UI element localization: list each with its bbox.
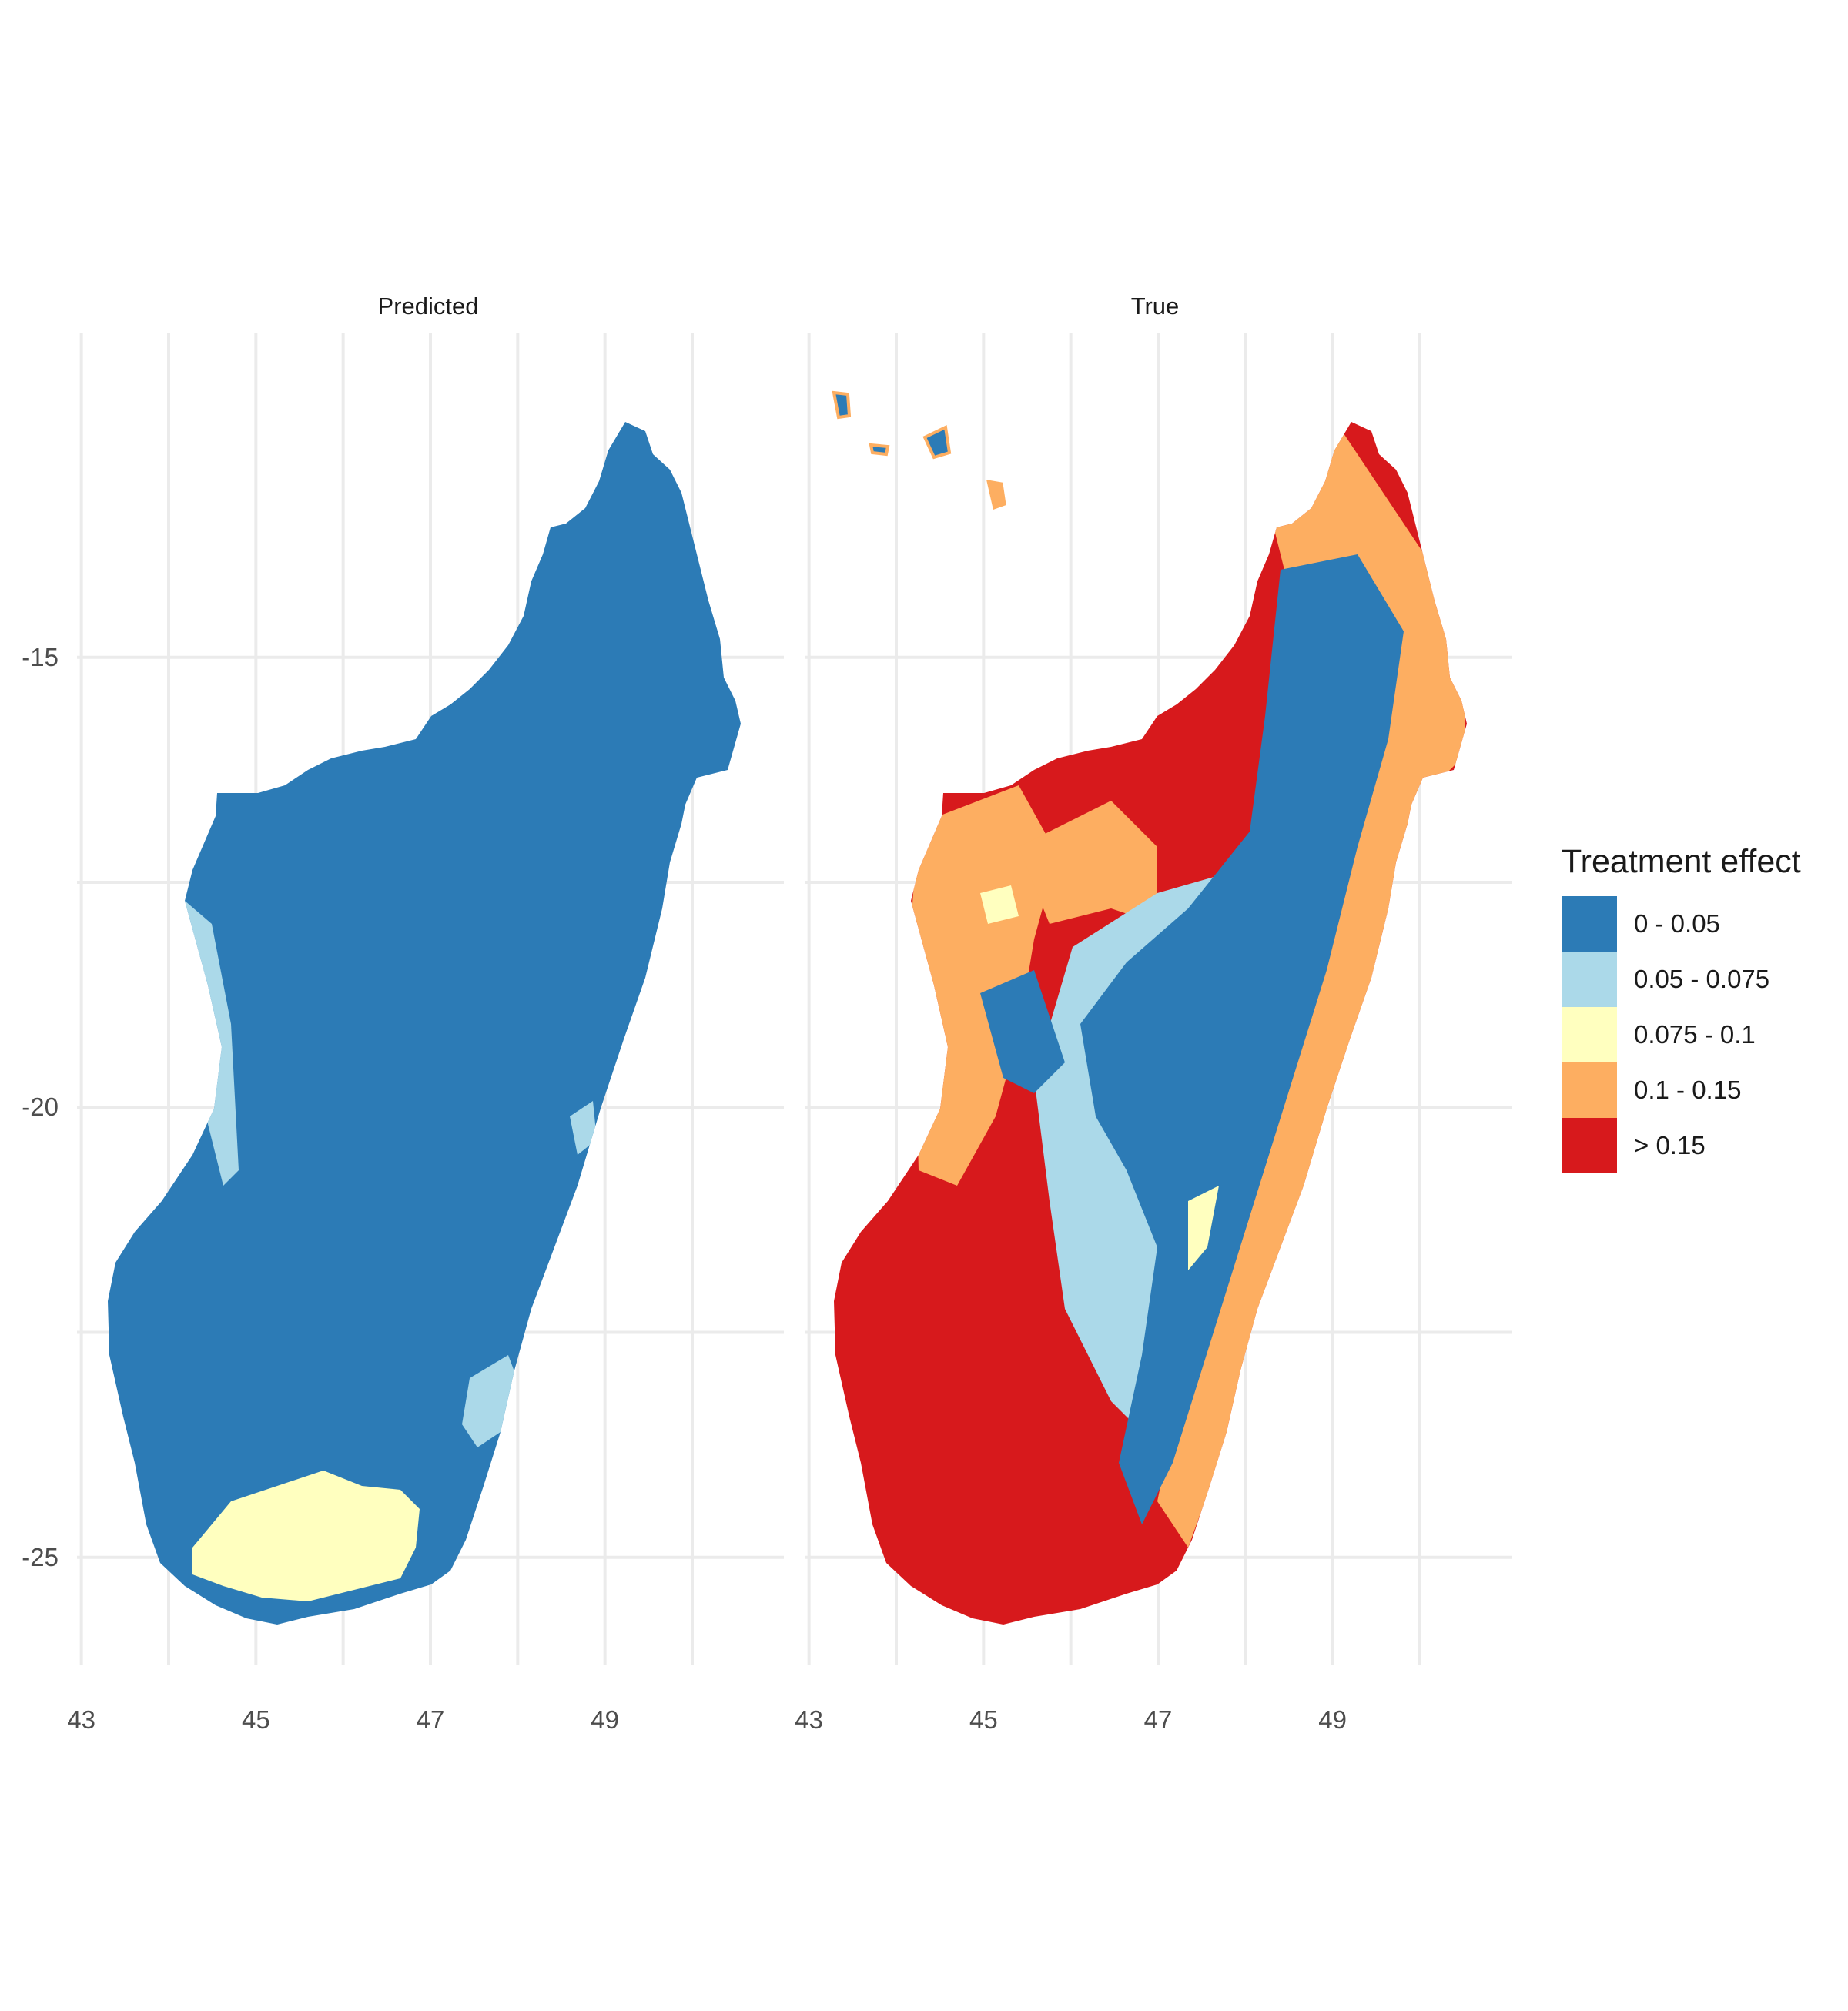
x-tick-label: 45 (241, 1705, 270, 1734)
region-predicted-southeast-light (462, 1355, 520, 1447)
x-tick-label: 49 (1318, 1705, 1348, 1734)
legend-label: > 0.15 (1634, 1131, 1706, 1159)
panel-title-predicted: Predicted (377, 293, 479, 320)
legend-item: > 0.15 (1562, 1118, 1801, 1173)
island-moheli (869, 443, 890, 457)
legend-swatch (1562, 896, 1617, 952)
legend: Treatment effect 0 - 0.05 0.05 - 0.075 0.0… (1562, 843, 1801, 1173)
x-tick-label: 43 (67, 1705, 96, 1734)
y-tick-label: -15 (22, 642, 59, 671)
legend-swatch (1562, 1118, 1617, 1173)
x-tick-label: 45 (969, 1705, 998, 1734)
legend-swatch (1562, 1062, 1617, 1118)
region-true-orange-center (1019, 801, 1157, 924)
legend-swatch (1562, 1007, 1617, 1062)
region-predicted-east-light (570, 1101, 597, 1155)
legend-title: Treatment effect (1562, 843, 1801, 880)
legend-swatch (1562, 952, 1617, 1007)
legend-label: 0.1 - 0.15 (1634, 1076, 1742, 1104)
legend-item: 0.1 - 0.15 (1562, 1062, 1801, 1118)
x-tick-label: 47 (416, 1705, 445, 1734)
region-true-blue-west (980, 970, 1065, 1093)
region-true-blue-center (1080, 554, 1404, 1524)
x-tick-label: 49 (591, 1705, 620, 1734)
island-anjouan (922, 425, 952, 460)
legend-item: 0.075 - 0.1 (1562, 1007, 1801, 1062)
map-predicted (108, 422, 741, 1625)
legend-rows: 0 - 0.05 0.05 - 0.075 0.075 - 0.1 0.1 - 0.1… (1562, 896, 1801, 1173)
panel-title-true: True (1130, 293, 1180, 320)
legend-item: 0 - 0.05 (1562, 896, 1801, 952)
legend-item: 0.05 - 0.075 (1562, 952, 1801, 1007)
island-grande-comore (832, 390, 852, 420)
y-tick-label: -20 (22, 1092, 59, 1122)
region-predicted-south-yellow (192, 1471, 420, 1601)
region-true-yellow-edge (1188, 1186, 1219, 1270)
y-tick-label: -25 (22, 1542, 59, 1571)
legend-label: 0.05 - 0.075 (1634, 965, 1770, 993)
legend-label: 0.075 - 0.1 (1634, 1020, 1756, 1049)
legend-label: 0 - 0.05 (1634, 909, 1720, 938)
map-true (832, 390, 1467, 1625)
region-predicted-low (108, 422, 741, 1625)
island-mayotte (986, 480, 1006, 510)
x-tick-label: 43 (795, 1705, 824, 1734)
region-true-yellow-west (980, 885, 1019, 924)
region-true-orange-west (911, 785, 1057, 1186)
x-tick-label: 47 (1143, 1705, 1173, 1734)
